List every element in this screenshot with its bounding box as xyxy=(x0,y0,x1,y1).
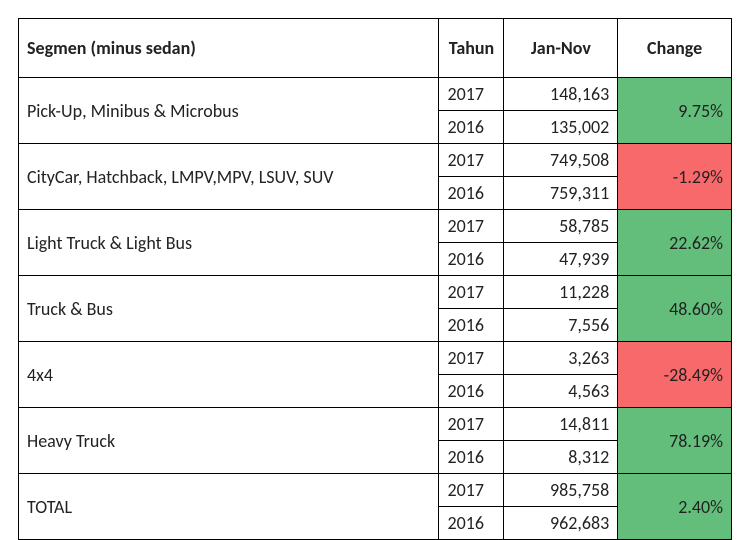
value-cell: 47,939 xyxy=(504,243,618,276)
year-cell: 2016 xyxy=(439,177,504,210)
col-period: Jan-Nov xyxy=(504,19,618,78)
value-cell: 148,163 xyxy=(504,78,618,111)
change-cell: 22.62% xyxy=(618,210,732,276)
year-cell: 2016 xyxy=(439,441,504,474)
value-cell: 7,556 xyxy=(504,309,618,342)
table-row: 4x420173,263-28.49% xyxy=(19,342,732,375)
change-cell: 2.40% xyxy=(618,474,732,540)
value-cell: 759,311 xyxy=(504,177,618,210)
value-cell: 962,683 xyxy=(504,507,618,540)
value-cell: 3,263 xyxy=(504,342,618,375)
year-cell: 2016 xyxy=(439,507,504,540)
segment-label: CityCar, Hatchback, LMPV,MPV, LSUV, SUV xyxy=(19,144,439,210)
year-cell: 2017 xyxy=(439,342,504,375)
segment-label: Pick-Up, Minibus & Microbus xyxy=(19,78,439,144)
change-cell: 9.75% xyxy=(618,78,732,144)
segment-label: TOTAL xyxy=(19,474,439,540)
change-cell: -28.49% xyxy=(618,342,732,408)
value-cell: 58,785 xyxy=(504,210,618,243)
value-cell: 135,002 xyxy=(504,111,618,144)
year-cell: 2017 xyxy=(439,474,504,507)
segment-label: Light Truck & Light Bus xyxy=(19,210,439,276)
table-row: Pick-Up, Minibus & Microbus2017148,1639.… xyxy=(19,78,732,111)
value-cell: 749,508 xyxy=(504,144,618,177)
change-cell: 48.60% xyxy=(618,276,732,342)
year-cell: 2017 xyxy=(439,276,504,309)
year-cell: 2016 xyxy=(439,243,504,276)
col-segment: Segmen (minus sedan) xyxy=(19,19,439,78)
value-cell: 985,758 xyxy=(504,474,618,507)
table-row: TOTAL2017985,7582.40% xyxy=(19,474,732,507)
segment-table: Segmen (minus sedan) Tahun Jan-Nov Chang… xyxy=(18,18,732,540)
year-cell: 2017 xyxy=(439,210,504,243)
year-cell: 2016 xyxy=(439,375,504,408)
year-cell: 2016 xyxy=(439,309,504,342)
year-cell: 2017 xyxy=(439,78,504,111)
value-cell: 4,563 xyxy=(504,375,618,408)
header-row: Segmen (minus sedan) Tahun Jan-Nov Chang… xyxy=(19,19,732,78)
value-cell: 14,811 xyxy=(504,408,618,441)
segment-label: 4x4 xyxy=(19,342,439,408)
col-change: Change xyxy=(618,19,732,78)
year-cell: 2017 xyxy=(439,144,504,177)
table-row: Light Truck & Light Bus201758,78522.62% xyxy=(19,210,732,243)
value-cell: 11,228 xyxy=(504,276,618,309)
table-row: Heavy Truck201714,81178.19% xyxy=(19,408,732,441)
change-cell: 78.19% xyxy=(618,408,732,474)
year-cell: 2016 xyxy=(439,111,504,144)
segment-label: Truck & Bus xyxy=(19,276,439,342)
change-cell: -1.29% xyxy=(618,144,732,210)
segment-label: Heavy Truck xyxy=(19,408,439,474)
table-row: CityCar, Hatchback, LMPV,MPV, LSUV, SUV2… xyxy=(19,144,732,177)
table-row: Truck & Bus201711,22848.60% xyxy=(19,276,732,309)
year-cell: 2017 xyxy=(439,408,504,441)
value-cell: 8,312 xyxy=(504,441,618,474)
col-year: Tahun xyxy=(439,19,504,78)
